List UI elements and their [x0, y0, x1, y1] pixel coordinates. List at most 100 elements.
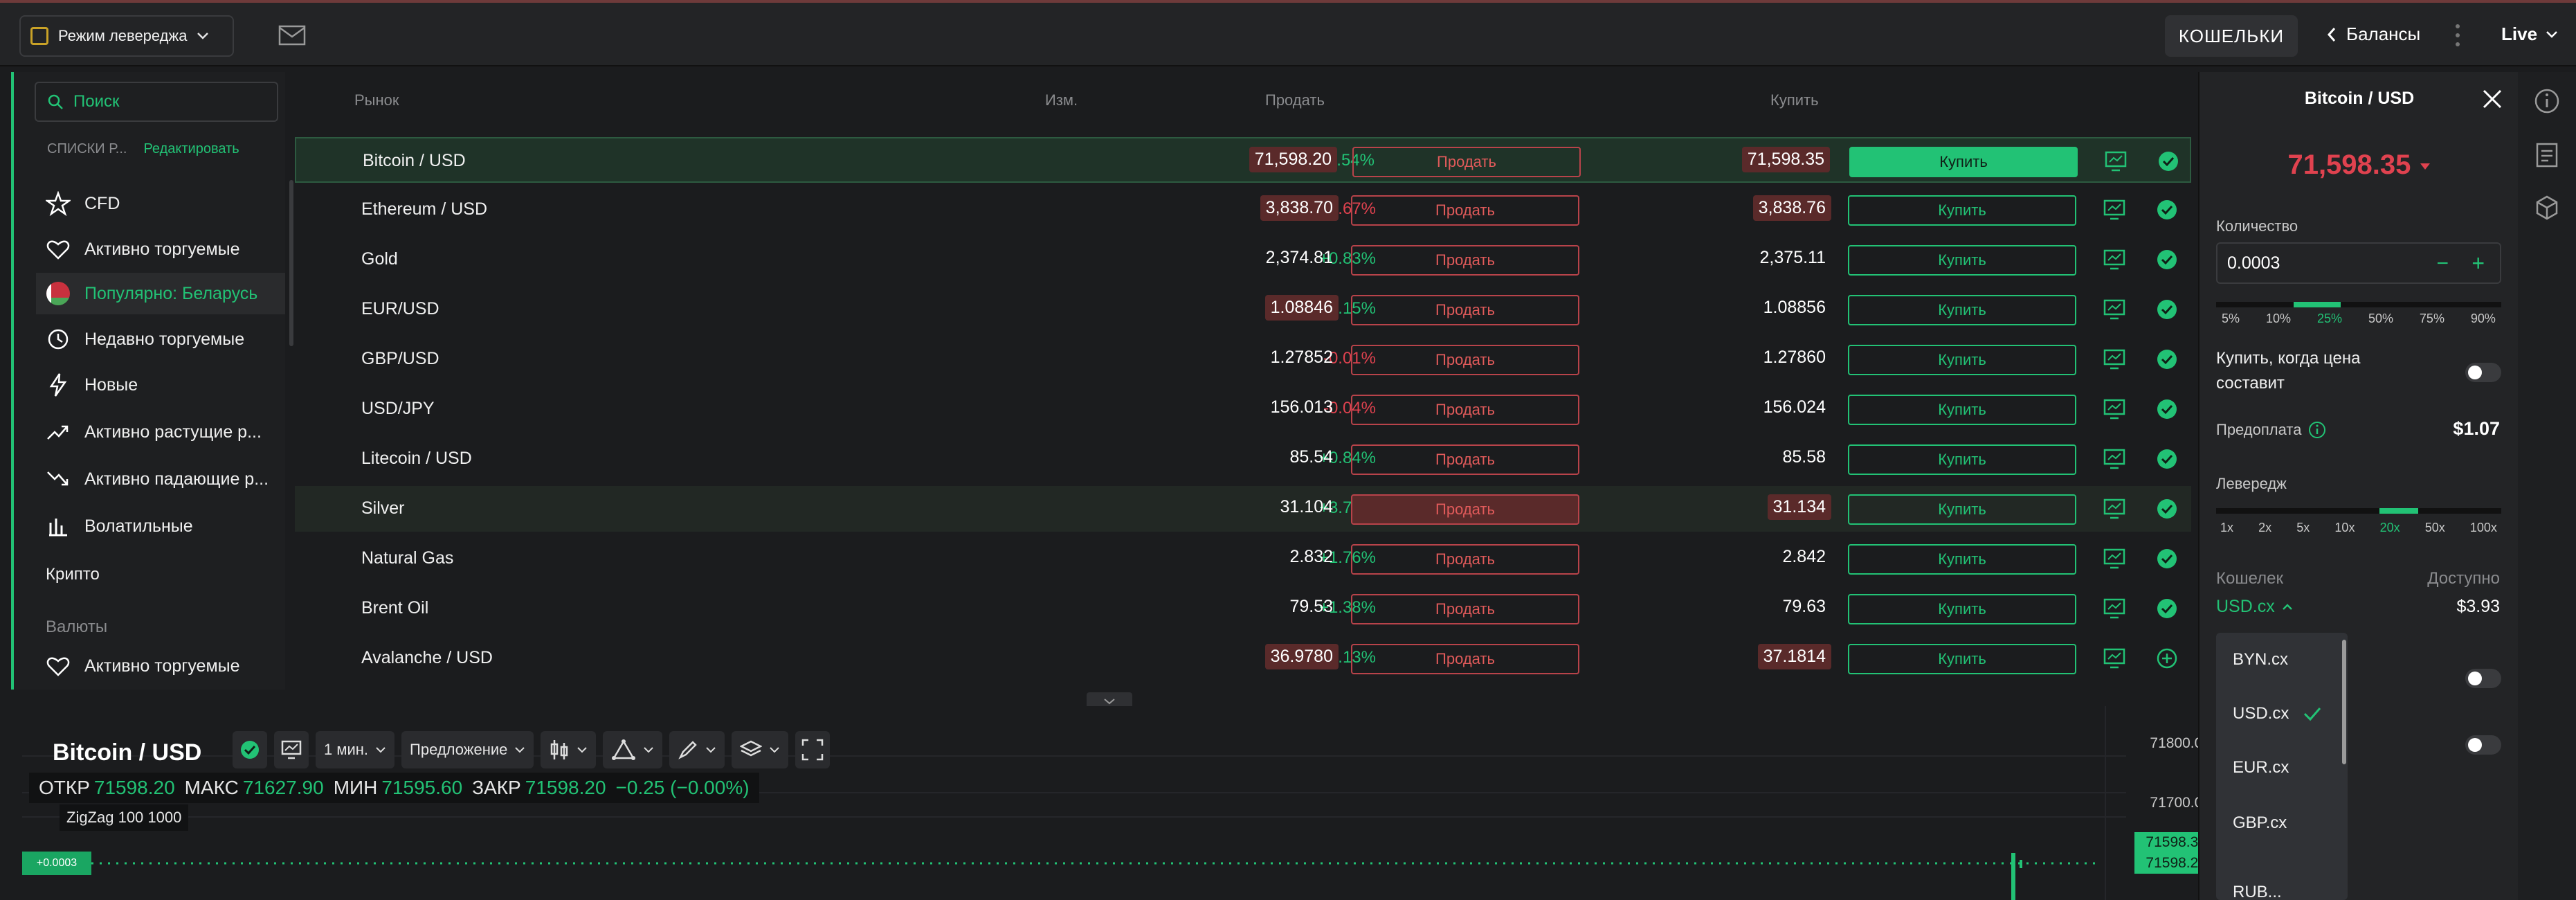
close-icon[interactable] — [2482, 89, 2503, 109]
open-chart-button[interactable] — [2103, 647, 2126, 670]
percent-slider-track[interactable] — [2216, 302, 2501, 307]
sidebar-item-cfd[interactable]: CFD — [36, 183, 285, 224]
cube-icon[interactable] — [2533, 194, 2561, 222]
buy-button[interactable]: Купить — [1848, 494, 2076, 525]
wallets-button[interactable]: КОШЕЛЬКИ — [2165, 15, 2298, 57]
percent-option[interactable]: 75% — [2419, 312, 2445, 325]
market-row[interactable]: Litecoin / USD +0.84% 85.54 Продать 85.58 Куп… — [295, 436, 2191, 482]
market-row[interactable]: Natural Gas +1.76% 2.832 Продать 2.842 Купить — [295, 536, 2191, 582]
open-chart-button[interactable] — [2103, 397, 2126, 421]
wallet-option[interactable]: RUB... — [2216, 865, 2339, 900]
buy-button[interactable]: Купить — [1848, 195, 2076, 226]
sell-button[interactable]: Продать — [1351, 594, 1579, 624]
mail-icon[interactable] — [278, 25, 306, 46]
sidebar-item-most-traded[interactable]: Активно торгуемые — [36, 228, 285, 270]
market-row[interactable]: Bitcoin / USD +0.54% 71,598.20 Продать 71,59… — [295, 137, 2191, 183]
open-chart-button[interactable] — [2103, 248, 2126, 271]
buy-button[interactable]: Купить — [1848, 295, 2076, 325]
wallet-option[interactable]: BYN.cx — [2216, 633, 2339, 687]
sell-button[interactable]: Продать — [1351, 395, 1579, 425]
indicators-dropdown[interactable] — [603, 731, 663, 768]
leverage-option[interactable]: 50x — [2424, 521, 2445, 534]
percent-option[interactable]: 50% — [2368, 312, 2393, 325]
price-chart[interactable]: Bitcoin / USD 1 мин. Предложение — [22, 706, 2211, 900]
drawing-tools-dropdown[interactable] — [669, 731, 725, 768]
price-axis[interactable]: 71800.00 71700.00 71598.35 71598.20 — [2128, 706, 2211, 900]
buy-button[interactable]: Купить — [1848, 544, 2076, 575]
in-list-indicator[interactable] — [2155, 547, 2179, 570]
open-chart-button[interactable] — [2104, 150, 2128, 173]
leverage-slider-track[interactable] — [2216, 508, 2501, 514]
option-toggle[interactable] — [2465, 735, 2501, 755]
sell-button[interactable]: Продать — [1351, 195, 1579, 226]
sell-button[interactable]: Продать — [1351, 544, 1579, 575]
sell-button[interactable]: Продать — [1351, 444, 1579, 475]
chart-type-panel-button[interactable] — [274, 731, 309, 768]
position-badge[interactable]: +0.0003 — [22, 852, 91, 875]
dropdown-scrollbar[interactable] — [2342, 640, 2346, 764]
leverage-option[interactable]: 10x — [2334, 521, 2355, 534]
leverage-mode-dropdown[interactable]: Режим левереджа — [19, 15, 234, 57]
quantity-input[interactable] — [2227, 253, 2400, 273]
percent-option[interactable]: 5% — [2222, 312, 2240, 325]
percent-option[interactable]: 90% — [2470, 312, 2496, 325]
wallet-select[interactable]: USD.cx — [2216, 597, 2293, 617]
open-chart-button[interactable] — [2103, 198, 2126, 222]
layers-dropdown[interactable] — [732, 731, 789, 768]
open-chart-button[interactable] — [2103, 298, 2126, 321]
sidebar-item-popular-belarus[interactable]: Популярно: Беларусь — [36, 273, 285, 314]
buy-button[interactable]: Купить — [1848, 444, 2076, 475]
price-type-dropdown[interactable]: Предложение — [401, 731, 534, 768]
sidebar-item-volatile[interactable]: Волатильные — [36, 505, 285, 547]
market-row[interactable]: USD/JPY -0.04% 156.013 Продать 156.024 Купить — [295, 386, 2191, 432]
add-to-list-button[interactable] — [2155, 647, 2179, 670]
column-header-market[interactable]: Рынок — [354, 91, 399, 109]
in-list-indicator[interactable] — [2155, 397, 2179, 421]
balances-button[interactable]: Балансы — [2327, 24, 2420, 45]
info-icon[interactable] — [2533, 87, 2561, 115]
market-row[interactable]: Silver +3.72% 31.104 Продать 31.134 Купить — [295, 486, 2191, 532]
leverage-option[interactable]: 5x — [2296, 521, 2310, 534]
sell-button[interactable]: Продать — [1351, 295, 1579, 325]
candle-style-dropdown[interactable] — [541, 731, 597, 768]
buy-button[interactable]: Купить — [1848, 395, 2076, 425]
market-row[interactable]: Ethereum / USD -0.67% 3,838.70 Продать 3,838… — [295, 187, 2191, 233]
market-row[interactable]: Brent Oil +1.38% 79.53 Продать 79.63 Купить — [295, 586, 2191, 631]
sell-button[interactable]: Продать — [1352, 147, 1581, 177]
percent-option[interactable]: 25% — [2316, 312, 2342, 325]
leverage-option[interactable]: 2x — [2258, 521, 2272, 534]
option-toggle[interactable] — [2465, 669, 2501, 688]
instrument-status-button[interactable] — [233, 731, 267, 768]
market-row[interactable]: Gold +0.83% 2,374.81 Продать 2,375.11 Купить — [295, 237, 2191, 282]
sell-button[interactable]: Продать — [1351, 345, 1579, 375]
fullscreen-button[interactable] — [795, 731, 831, 768]
edit-lists-link[interactable]: Редактировать — [143, 141, 239, 156]
open-chart-button[interactable] — [2103, 547, 2126, 570]
leverage-option[interactable]: 20x — [2379, 521, 2400, 534]
buy-when-price-toggle[interactable] — [2465, 363, 2501, 382]
more-icon[interactable] — [2456, 24, 2460, 47]
sidebar-item-new[interactable]: Новые — [36, 364, 285, 406]
search-box[interactable] — [35, 82, 278, 122]
wallet-option[interactable]: GBP.cx — [2216, 796, 2339, 850]
section-crypto[interactable]: Крипто — [46, 565, 100, 584]
market-row[interactable]: GBP/USD -0.01% 1.27852 Продать 1.27860 Купить — [295, 336, 2191, 382]
in-list-indicator[interactable] — [2155, 597, 2179, 620]
sidebar-item-currencies-most-traded[interactable]: Активно торгуемые — [36, 645, 285, 687]
open-chart-button[interactable] — [2103, 348, 2126, 371]
in-list-indicator[interactable] — [2155, 198, 2179, 222]
wallet-option[interactable]: EUR.cx — [2216, 741, 2339, 795]
sell-button[interactable]: Продать — [1351, 644, 1579, 674]
column-header-change[interactable]: Изм. — [1045, 91, 1078, 109]
quantity-increase-button[interactable]: + — [2471, 251, 2485, 276]
in-list-indicator[interactable] — [2155, 447, 2179, 471]
interval-dropdown[interactable]: 1 мин. — [316, 731, 395, 768]
sell-button[interactable]: Продать — [1351, 494, 1579, 525]
market-row[interactable]: EUR/USD +0.15% 1.08846 Продать 1.08856 Купить — [295, 287, 2191, 332]
account-mode-dropdown[interactable]: Live — [2501, 24, 2558, 45]
open-chart-button[interactable] — [2103, 597, 2126, 620]
buy-button[interactable]: Купить — [1849, 147, 2078, 177]
in-list-indicator[interactable] — [2155, 248, 2179, 271]
wallet-option[interactable]: USD.cx — [2216, 687, 2339, 741]
sell-button[interactable]: Продать — [1351, 245, 1579, 276]
